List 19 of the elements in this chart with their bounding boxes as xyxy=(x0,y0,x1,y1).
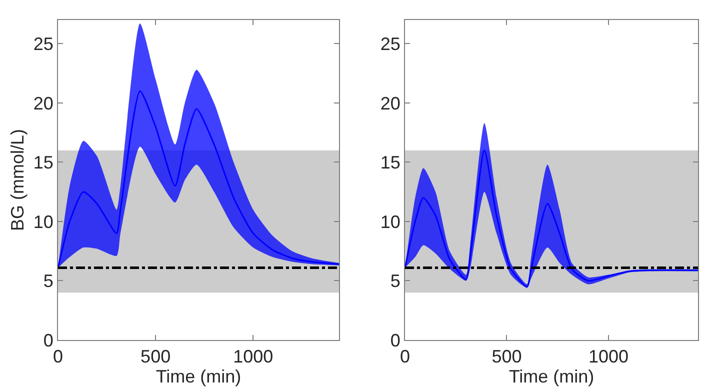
y-tick-label: 20 xyxy=(33,93,54,114)
y-tick-label: 25 xyxy=(33,34,54,54)
y-tick-label: 0 xyxy=(390,330,400,350)
y-tick-label: 0 xyxy=(43,330,54,350)
y-tick-label: 15 xyxy=(380,152,400,173)
y-tick-label: 10 xyxy=(33,212,54,232)
x-axis-title: Time (min) xyxy=(156,366,242,387)
y-tick-label: 20 xyxy=(380,93,400,114)
y-tick-label: 10 xyxy=(380,212,400,232)
x-axis-title: Time (min) xyxy=(508,366,594,387)
x-tick-label: 1000 xyxy=(588,346,628,367)
x-tick-label: 1000 xyxy=(233,346,274,367)
y-tick-label: 5 xyxy=(390,271,400,292)
x-tick-label: 500 xyxy=(492,346,522,367)
y-tick-label: 15 xyxy=(33,152,54,173)
y-tick-label: 5 xyxy=(43,271,54,292)
y-axis-title: BG (mmol/L) xyxy=(8,128,28,232)
y-tick-label: 25 xyxy=(380,34,400,54)
x-tick-label: 500 xyxy=(140,346,171,367)
